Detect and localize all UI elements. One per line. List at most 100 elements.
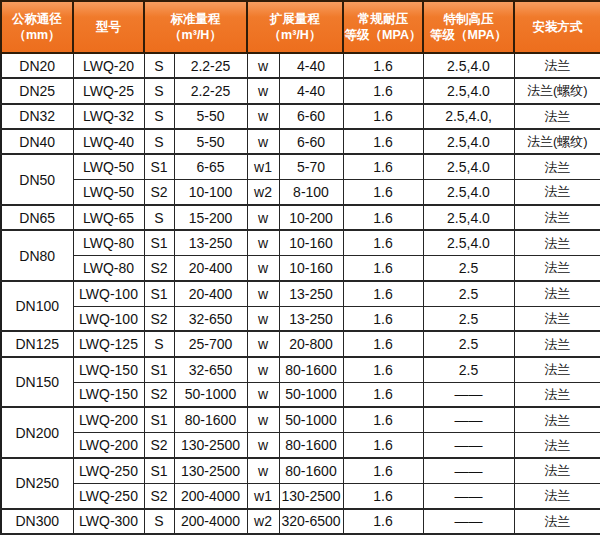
cell-model: LWQ-250 (73, 483, 144, 508)
cell-standard-code: S (144, 331, 174, 356)
cell-installation: 法兰 (514, 53, 600, 78)
cell-standard-range: 200-4000 (174, 483, 247, 508)
cell-extended-code: w (247, 357, 279, 382)
cell-installation: 法兰 (514, 306, 600, 331)
table-row: DN50LWQ-50S16-65w15-701.62.5,4.0法兰 (1, 154, 600, 179)
cell-normal-pressure: 1.6 (343, 483, 423, 508)
table-row: DN80LWQ-80S113-250w10-1601.62.5,4.0法兰 (1, 230, 600, 255)
cell-normal-pressure: 1.6 (343, 433, 423, 458)
cell-standard-range: 2.2-25 (174, 78, 247, 103)
cell-installation: 法兰 (514, 256, 600, 281)
cell-model: LWQ-125 (73, 331, 144, 356)
table-header: 公称通径 （mm） 型号 标准量程 （m³/H） 扩展量程 （m³/H） 常规耐… (1, 1, 600, 53)
table-row: DN32LWQ-32S5-50w6-601.62.5,4.0,法兰 (1, 104, 600, 129)
cell-extended-code: w (247, 53, 279, 78)
table-body: DN20LWQ-20S2.2-25w4-401.62.5,4.0法兰DN25LW… (1, 53, 600, 534)
cell-normal-pressure: 1.6 (343, 230, 423, 255)
cell-diameter: DN32 (1, 104, 73, 129)
cell-standard-code: S1 (144, 458, 174, 483)
cell-installation: 法兰 (514, 104, 600, 129)
cell-normal-pressure: 1.6 (343, 53, 423, 78)
cell-standard-range: 2.2-25 (174, 53, 247, 78)
cell-extended-code: w (247, 382, 279, 407)
header-standard-range: 标准量程 （m³/H） (144, 1, 247, 53)
cell-model: LWQ-200 (73, 433, 144, 458)
cell-extended-code: w (247, 306, 279, 331)
cell-model: LWQ-80 (73, 230, 144, 255)
cell-normal-pressure: 1.6 (343, 256, 423, 281)
cell-standard-range: 80-1600 (174, 407, 247, 432)
cell-standard-code: S2 (144, 306, 174, 331)
cell-standard-code: S1 (144, 154, 174, 179)
cell-extended-code: w (247, 104, 279, 129)
cell-extended-range: 10-200 (279, 205, 343, 230)
cell-high-pressure: 2.5,4.0 (423, 205, 514, 230)
cell-model: LWQ-65 (73, 205, 144, 230)
cell-diameter: DN200 (1, 407, 73, 458)
table-row: LWQ-50S210-100w28-1001.62.5,4.0法兰 (1, 180, 600, 205)
cell-extended-range: 10-160 (279, 230, 343, 255)
cell-standard-range: 32-650 (174, 306, 247, 331)
cell-diameter: DN150 (1, 357, 73, 408)
cell-standard-code: S1 (144, 281, 174, 306)
cell-extended-code: w1 (247, 483, 279, 508)
cell-normal-pressure: 1.6 (343, 509, 423, 534)
cell-installation: 法兰 (514, 433, 600, 458)
cell-standard-range: 13-250 (174, 230, 247, 255)
cell-standard-range: 20-400 (174, 256, 247, 281)
cell-high-pressure: 2.5 (423, 357, 514, 382)
cell-standard-range: 5-50 (174, 104, 247, 129)
cell-standard-code: S2 (144, 483, 174, 508)
cell-extended-code: w (247, 281, 279, 306)
cell-extended-range: 320-6500 (279, 509, 343, 534)
cell-model: LWQ-20 (73, 53, 144, 78)
table-row: DN100LWQ-100S120-400w13-2501.62.5法兰 (1, 281, 600, 306)
cell-model: LWQ-25 (73, 78, 144, 103)
cell-high-pressure: 2.5,4.0 (423, 78, 514, 103)
cell-standard-code: S2 (144, 433, 174, 458)
cell-installation: 法兰 (514, 154, 600, 179)
cell-normal-pressure: 1.6 (343, 104, 423, 129)
table-row: LWQ-150S250-1000w50-10001.6——法兰 (1, 382, 600, 407)
cell-normal-pressure: 1.6 (343, 78, 423, 103)
cell-model: LWQ-50 (73, 154, 144, 179)
table-row: DN25LWQ-25S2.2-25w4-401.62.5,4.0法兰(螺纹) (1, 78, 600, 103)
cell-high-pressure: 2.5,4.0 (423, 129, 514, 154)
cell-standard-code: S (144, 129, 174, 154)
cell-model: LWQ-40 (73, 129, 144, 154)
cell-standard-range: 25-700 (174, 331, 247, 356)
cell-model: LWQ-300 (73, 509, 144, 534)
cell-extended-range: 5-70 (279, 154, 343, 179)
cell-normal-pressure: 1.6 (343, 458, 423, 483)
cell-normal-pressure: 1.6 (343, 180, 423, 205)
cell-high-pressure: 2.5,4.0 (423, 154, 514, 179)
cell-diameter: DN125 (1, 331, 73, 356)
cell-extended-range: 4-40 (279, 78, 343, 103)
cell-diameter: DN40 (1, 129, 73, 154)
cell-installation: 法兰 (514, 458, 600, 483)
cell-model: LWQ-150 (73, 357, 144, 382)
cell-extended-range: 6-60 (279, 104, 343, 129)
cell-extended-code: w (247, 458, 279, 483)
cell-standard-code: S2 (144, 256, 174, 281)
cell-extended-code: w2 (247, 509, 279, 534)
cell-standard-code: S2 (144, 180, 174, 205)
table-row: DN20LWQ-20S2.2-25w4-401.62.5,4.0法兰 (1, 53, 600, 78)
cell-extended-range: 4-40 (279, 53, 343, 78)
cell-high-pressure: —— (423, 509, 514, 534)
cell-diameter: DN100 (1, 281, 73, 332)
cell-extended-code: w (247, 129, 279, 154)
cell-diameter: DN25 (1, 78, 73, 103)
table-row: LWQ-100S232-650w13-2501.62.5法兰 (1, 306, 600, 331)
cell-installation: 法兰 (514, 281, 600, 306)
cell-high-pressure: 2.5 (423, 256, 514, 281)
cell-extended-range: 8-100 (279, 180, 343, 205)
cell-model: LWQ-100 (73, 281, 144, 306)
cell-normal-pressure: 1.6 (343, 382, 423, 407)
cell-extended-code: w (247, 78, 279, 103)
header-installation: 安装方式 (514, 1, 600, 53)
cell-normal-pressure: 1.6 (343, 129, 423, 154)
cell-extended-code: w (247, 407, 279, 432)
cell-diameter: DN80 (1, 230, 73, 281)
cell-installation: 法兰 (514, 180, 600, 205)
